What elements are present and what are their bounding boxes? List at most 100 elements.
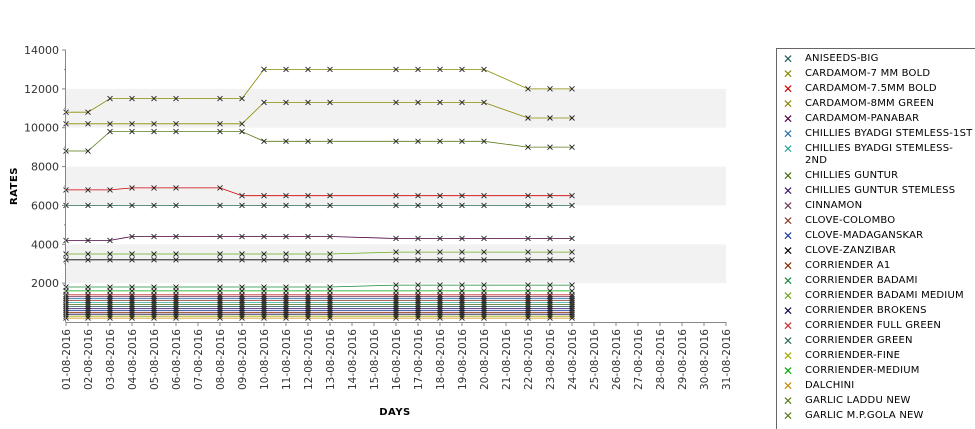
data-point <box>525 115 531 121</box>
data-point <box>459 288 465 294</box>
x-axis-label: DAYS <box>379 407 411 418</box>
legend-marker-icon: ✕ <box>783 349 794 363</box>
x-tick-label: 13-08-2016 <box>325 329 337 390</box>
series-line <box>66 131 572 152</box>
legend-marker-icon: ✕ <box>783 274 794 288</box>
data-point <box>239 251 245 257</box>
legend-label: CHILLIES GUNTUR <box>805 170 899 181</box>
data-point <box>525 297 531 304</box>
x-tick-label: 31-08-2016 <box>721 329 733 390</box>
data-point <box>437 257 443 263</box>
data-point <box>547 297 553 304</box>
data-point <box>547 235 553 242</box>
data-point <box>305 297 311 304</box>
legend-marker-icon: ✕ <box>783 379 794 393</box>
legend-item: ✕ CORRIENDER FULL GREEN <box>777 320 975 332</box>
data-point <box>459 66 465 73</box>
data-point <box>173 315 179 321</box>
legend-label: CORRIENDER BROKENS <box>805 305 927 316</box>
data-point <box>327 138 333 145</box>
data-point <box>151 257 157 263</box>
data-point <box>415 288 421 294</box>
data-point <box>393 249 399 255</box>
data-point <box>415 138 421 145</box>
legend-marker-icon: ✕ <box>783 169 794 183</box>
legend-item: ✕ CLOVE-COLOMBO <box>777 215 975 227</box>
series-line <box>66 284 572 288</box>
data-point <box>85 297 91 304</box>
data-point <box>217 315 223 321</box>
legend-label: CHILLIES GUNTUR STEMLESS <box>805 185 956 196</box>
data-point <box>415 235 421 242</box>
legend-label: CARDAMOM-PANABAR <box>805 113 920 124</box>
x-tick-label: 27-08-2016 <box>633 329 645 390</box>
data-point <box>437 315 443 321</box>
data-point <box>327 315 333 321</box>
data-point <box>393 66 399 73</box>
data-point <box>261 297 267 304</box>
data-point <box>547 115 553 121</box>
legend-label: CHILLIES BYADGI STEMLESS-1ST <box>805 128 973 139</box>
data-point <box>173 185 179 191</box>
data-point <box>525 257 531 263</box>
data-point <box>481 282 487 288</box>
data-point <box>481 99 487 106</box>
data-point <box>547 202 553 209</box>
data-point <box>217 297 223 304</box>
data-point <box>217 202 223 209</box>
data-point <box>569 192 575 199</box>
data-point <box>107 187 113 193</box>
data-point <box>261 99 267 106</box>
data-point <box>283 315 289 321</box>
series-line <box>66 102 572 125</box>
data-point <box>547 86 553 92</box>
data-point <box>547 249 553 255</box>
legend-label: CLOVE-ZANZIBAR <box>805 245 897 256</box>
data-point <box>239 128 245 135</box>
data-point <box>415 66 421 73</box>
legend-label: CORRIENDER-MEDIUM <box>805 365 920 376</box>
x-tick-label: 03-08-2016 <box>105 329 117 390</box>
legend-item: ✕ CARDAMOM-7.5MM BOLD <box>777 83 975 95</box>
series-garlic-laddu-new <box>63 128 575 154</box>
data-point <box>261 192 267 199</box>
data-point <box>239 233 245 240</box>
data-point <box>173 128 179 135</box>
legend-marker-icon: ✕ <box>783 184 794 198</box>
data-point <box>305 288 311 294</box>
data-point <box>327 202 333 209</box>
legend-label: GARLIC LADDU NEW <box>805 395 911 406</box>
x-tick-label: 18-08-2016 <box>435 329 447 390</box>
x-tick-label: 22-08-2016 <box>523 329 535 390</box>
data-point <box>261 202 267 209</box>
data-point <box>481 66 487 73</box>
data-point <box>393 288 399 294</box>
data-point <box>107 251 113 257</box>
data-point <box>415 257 421 263</box>
legend-label: CORRIENDER BADAMI <box>805 275 918 286</box>
data-point <box>393 282 399 288</box>
data-point <box>151 251 157 257</box>
data-point <box>85 251 91 257</box>
data-point <box>525 282 531 288</box>
data-point <box>239 202 245 209</box>
data-point <box>569 144 575 150</box>
data-point <box>569 282 575 288</box>
legend-marker-icon: ✕ <box>783 304 794 318</box>
data-point <box>107 95 113 102</box>
legend-item: ✕ CARDAMOM-8MM GREEN <box>777 98 975 110</box>
data-point <box>107 288 113 294</box>
legend-label: CHILLIES BYADGI STEMLESS-2ND <box>805 143 954 166</box>
data-point <box>415 315 421 321</box>
x-tick-label: 17-08-2016 <box>413 329 425 390</box>
x-tick-label: 11-08-2016 <box>281 329 293 390</box>
legend-item: ✕ CLOVE-ZANZIBAR <box>777 245 975 257</box>
data-point <box>459 257 465 263</box>
data-point <box>261 315 267 321</box>
data-point <box>547 288 553 294</box>
series-cardamom-7-5mm-bold <box>63 185 575 199</box>
series-corriender-medium <box>63 288 575 294</box>
data-point <box>393 99 399 106</box>
data-point <box>283 251 289 257</box>
data-point <box>327 257 333 263</box>
